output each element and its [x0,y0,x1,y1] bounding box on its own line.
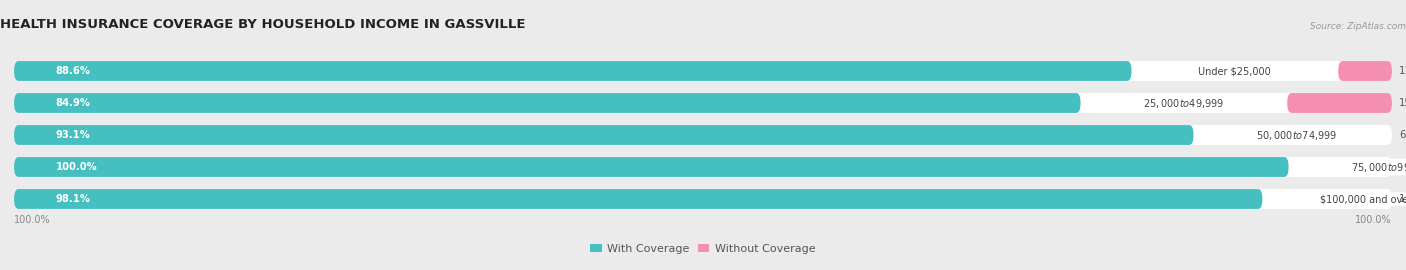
Legend: With Coverage, Without Coverage: With Coverage, Without Coverage [591,244,815,254]
Text: 11.4%: 11.4% [1399,66,1406,76]
Text: 6.9%: 6.9% [1399,130,1406,140]
FancyBboxPatch shape [1288,93,1392,113]
Text: $75,000 to $99,999: $75,000 to $99,999 [1351,160,1406,174]
Text: 98.1%: 98.1% [55,194,90,204]
FancyBboxPatch shape [14,189,1392,209]
Text: $50,000 to $74,999: $50,000 to $74,999 [1256,129,1337,141]
Text: 88.6%: 88.6% [55,66,90,76]
FancyBboxPatch shape [14,125,1194,145]
Text: Under $25,000: Under $25,000 [1198,66,1271,76]
Text: Source: ZipAtlas.com: Source: ZipAtlas.com [1310,22,1406,31]
FancyBboxPatch shape [14,61,1392,81]
Text: 15.1%: 15.1% [1399,98,1406,108]
FancyBboxPatch shape [14,189,1263,209]
FancyBboxPatch shape [1339,61,1392,81]
Text: 100.0%: 100.0% [14,215,51,225]
FancyBboxPatch shape [14,61,1132,81]
FancyBboxPatch shape [14,93,1392,113]
Text: 84.9%: 84.9% [55,98,90,108]
FancyBboxPatch shape [14,157,1289,177]
Text: $100,000 and over: $100,000 and over [1320,194,1406,204]
FancyBboxPatch shape [14,157,1392,177]
Text: 1.9%: 1.9% [1399,194,1406,204]
FancyBboxPatch shape [14,93,1081,113]
Text: 93.1%: 93.1% [55,130,90,140]
Text: 100.0%: 100.0% [1355,215,1392,225]
FancyBboxPatch shape [14,125,1392,145]
Text: 100.0%: 100.0% [55,162,97,172]
Text: HEALTH INSURANCE COVERAGE BY HOUSEHOLD INCOME IN GASSVILLE: HEALTH INSURANCE COVERAGE BY HOUSEHOLD I… [0,18,526,31]
Text: $25,000 to $49,999: $25,000 to $49,999 [1143,96,1225,110]
